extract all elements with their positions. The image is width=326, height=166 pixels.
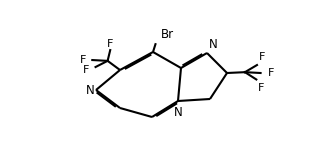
Text: F: F xyxy=(80,55,86,65)
Text: N: N xyxy=(86,83,94,96)
Text: F: F xyxy=(258,83,264,93)
Text: Br: Br xyxy=(161,28,174,41)
Text: N: N xyxy=(174,106,183,119)
Text: F: F xyxy=(83,65,89,75)
Text: F: F xyxy=(268,68,274,78)
Text: N: N xyxy=(209,38,217,50)
Text: F: F xyxy=(259,52,265,62)
Text: F: F xyxy=(107,39,113,49)
